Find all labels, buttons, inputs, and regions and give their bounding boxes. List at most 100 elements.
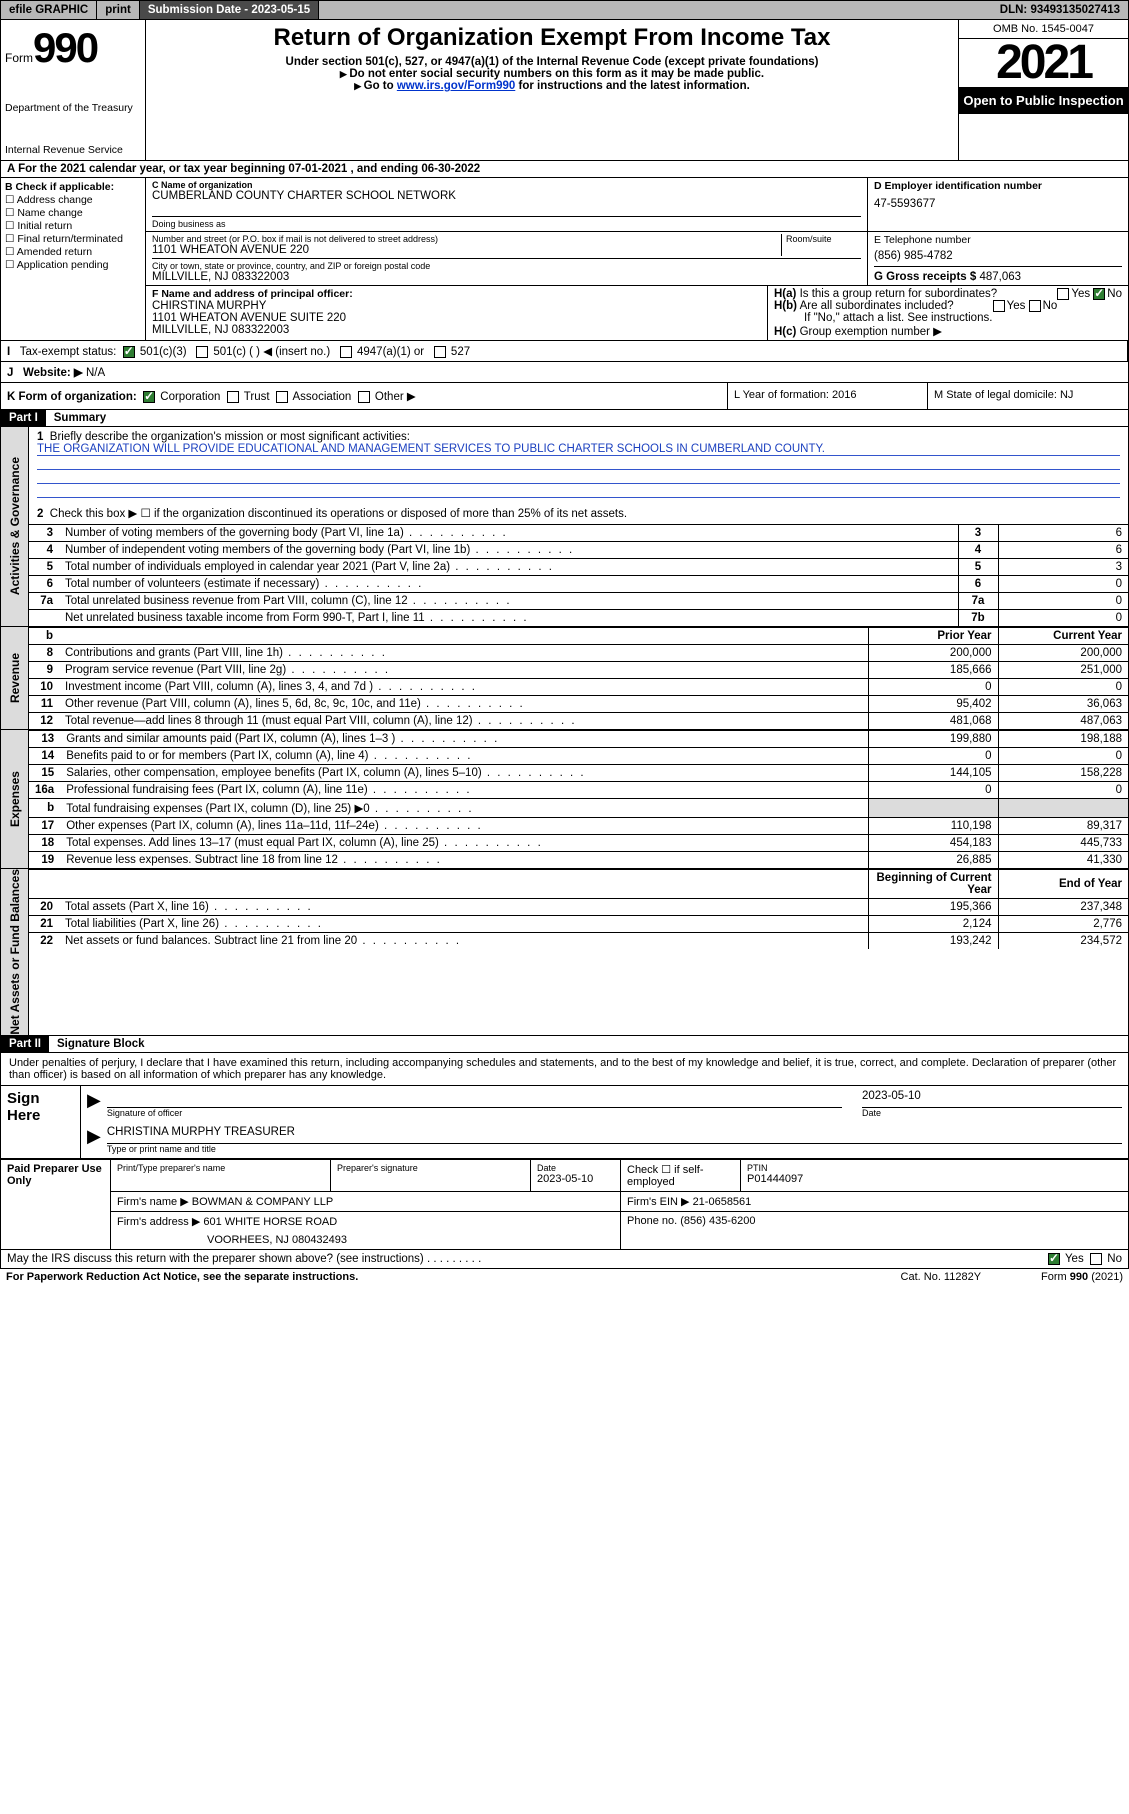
sig-arrow-icon-2 [87,1126,107,1154]
org-name-block: C Name of organization CUMBERLAND COUNTY… [146,178,868,231]
officer-block: F Name and address of principal officer:… [146,286,768,340]
chk-amended[interactable]: ☐ Amended return [5,246,141,258]
chk-initial-return[interactable]: ☐ Initial return [5,220,141,232]
sig-officer-label: Signature of officer [107,1108,842,1118]
discuss-no[interactable] [1090,1253,1102,1265]
hdr-end: End of Year [998,870,1128,899]
chk-name-change[interactable]: ☐ Name change [5,207,141,219]
officer-name: CHIRSTINA MURPHY [152,300,761,312]
k-trust[interactable] [227,391,239,403]
sig-date: 2023-05-10 [862,1090,1122,1108]
ptin-cell: PTINP01444097 [741,1159,1129,1191]
org-name-label: C Name of organization [152,180,861,190]
table-row: 18Total expenses. Add lines 13–17 (must … [29,835,1128,852]
row-klm: K Form of organization: Corporation Trus… [0,383,1129,410]
discuss-row: May the IRS discuss this return with the… [0,1250,1129,1269]
footer-right: Form 990 (2021) [1041,1271,1123,1283]
table-row: 20Total assets (Part X, line 16)195,3662… [29,899,1128,916]
firm-phone-cell: Phone no. (856) 435-6200 [621,1211,1129,1249]
table-row: Net unrelated business taxable income fr… [29,610,1128,627]
i-501c[interactable] [196,346,208,358]
hb-yes[interactable] [993,300,1005,312]
ein-label: D Employer identification number [874,180,1122,192]
b-label: B Check if applicable: [5,181,141,193]
k-corp[interactable] [143,391,155,403]
mission-text: THE ORGANIZATION WILL PROVIDE EDUCATIONA… [37,443,1120,456]
i-4947[interactable] [340,346,352,358]
side-governance: Activities & Governance [1,427,29,626]
table-row: 15Salaries, other compensation, employee… [29,765,1128,782]
ha-no[interactable] [1093,288,1105,300]
i-527[interactable] [434,346,446,358]
irs-link[interactable]: www.irs.gov/Form990 [397,80,515,92]
dba-label: Doing business as [152,219,861,229]
subtitle-1: Under section 501(c), 527, or 4947(a)(1)… [154,56,950,68]
phone-gross-block: E Telephone number (856) 985-4782 G Gros… [868,232,1128,285]
col-b-checkboxes: B Check if applicable: ☐ Address change … [1,178,146,340]
expenses-table: 13Grants and similar amounts paid (Part … [29,730,1128,868]
prep-sig-cell: Preparer's signature [331,1159,531,1191]
table-row: 21Total liabilities (Part X, line 26)2,1… [29,916,1128,933]
table-row: 12Total revenue—add lines 8 through 11 (… [29,713,1128,730]
chk-final-return[interactable]: ☐ Final return/terminated [5,233,141,245]
website-value: N/A [86,367,105,379]
footer-left: For Paperwork Reduction Act Notice, see … [6,1271,358,1283]
sign-here-label: Sign Here [1,1086,81,1159]
form-number: 990 [33,24,97,72]
subtitle-3: Go to www.irs.gov/Form990 for instructio… [154,80,950,92]
officer-addr2: MILLVILLE, NJ 083322003 [152,324,761,336]
gross-value: 487,063 [979,271,1021,283]
table-row: 10Investment income (Part VIII, column (… [29,679,1128,696]
j-label: Website: ▶ [23,367,83,379]
table-row: 6Total number of volunteers (estimate if… [29,576,1128,593]
table-row: 11Other revenue (Part VIII, column (A), … [29,696,1128,713]
row-a-tax-year: A For the 2021 calendar year, or tax yea… [0,161,1129,178]
street-address: 1101 WHEATON AVENUE 220 [152,244,781,256]
i-501c3[interactable] [123,346,135,358]
tax-year: 2021 [959,39,1128,87]
officer-printed: CHRISTINA MURPHY TREASURER [107,1126,1122,1144]
table-row: 14Benefits paid to or for members (Part … [29,748,1128,765]
dln: DLN: 93493135027413 [992,1,1128,19]
table-row: 4Number of independent voting members of… [29,542,1128,559]
chk-address-change[interactable]: ☐ Address change [5,194,141,206]
part-ii-badge: Part II [1,1036,49,1052]
table-row: 13Grants and similar amounts paid (Part … [29,731,1128,748]
i-label: Tax-exempt status: [20,346,117,358]
paid-preparer-label: Paid Preparer Use Only [1,1159,111,1249]
part-ii-name: Signature Block [49,1036,153,1052]
phone-value: (856) 985-4782 [874,250,1122,262]
hdr-current: Current Year [998,628,1128,645]
print-button[interactable]: print [97,1,140,19]
table-row: 5Total number of individuals employed in… [29,559,1128,576]
hb-no[interactable] [1029,300,1041,312]
f-label: F Name and address of principal officer: [152,288,761,300]
top-bar: efile GRAPHIC print Submission Date - 20… [0,0,1129,20]
part-i-governance: Activities & Governance 1 Briefly descri… [0,427,1129,627]
efile-label: efile GRAPHIC [1,1,97,19]
form-id-block: Form 990 Department of the Treasury Inte… [1,20,146,160]
part-i-expenses: Expenses 13Grants and similar amounts pa… [0,730,1129,869]
part-i-badge: Part I [1,410,46,426]
k-other[interactable] [358,391,370,403]
row-j: J Website: ▶ N/A [0,362,1129,383]
subtitle-2: Do not enter social security numbers on … [154,68,950,80]
q1-text: Briefly describe the organization's miss… [50,431,410,443]
governance-table: 3Number of voting members of the governi… [29,524,1128,626]
part-i-revenue: Revenue bPrior YearCurrent Year 8Contrib… [0,627,1129,730]
signature-table: Sign Here Signature of officer 2023-05-1… [0,1086,1129,1159]
row-i: I Tax-exempt status: 501(c)(3) 501(c) ( … [0,341,1129,362]
footer-mid: Cat. No. 11282Y [901,1271,982,1283]
date-label: Date [862,1108,1122,1118]
form-header: Form 990 Department of the Treasury Inte… [0,20,1129,161]
k-block: K Form of organization: Corporation Trus… [1,383,728,409]
side-expenses: Expenses [1,730,29,868]
discuss-yes[interactable] [1048,1253,1060,1265]
open-to-public: Open to Public Inspection [959,87,1128,114]
ha-yes[interactable] [1057,288,1069,300]
hdr-prior: Prior Year [868,628,998,645]
k-assoc[interactable] [276,391,288,403]
firm-name-cell: Firm's name ▶ BOWMAN & COMPANY LLP [111,1191,621,1211]
chk-application-pending[interactable]: ☐ Application pending [5,259,141,271]
hc-text: Group exemption number ▶ [800,326,942,338]
